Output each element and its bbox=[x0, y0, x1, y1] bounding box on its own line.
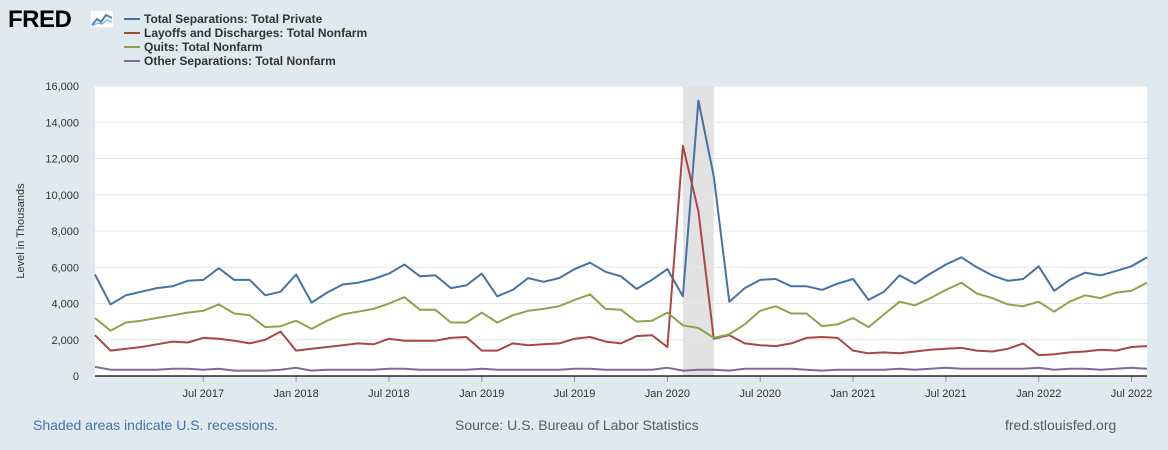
x-tick-label: Jul 2017 bbox=[182, 388, 224, 400]
y-tick-label: 6,000 bbox=[51, 262, 79, 274]
x-tick-label: Jan 2018 bbox=[273, 388, 318, 400]
legend-label: Other Separations: Total Nonfarm bbox=[144, 54, 336, 68]
site-link[interactable]: fred.stlouisfed.org bbox=[1005, 417, 1117, 433]
legend-swatch bbox=[124, 60, 140, 62]
series-line bbox=[94, 281, 1148, 339]
y-tick-label: 2,000 bbox=[51, 335, 79, 347]
y-tick-label: 0 bbox=[73, 371, 79, 383]
legend-swatch bbox=[124, 46, 140, 48]
y-tick-label: 14,000 bbox=[45, 117, 79, 129]
y-tick-label: 4,000 bbox=[51, 299, 79, 311]
x-tick-label: Jul 2020 bbox=[739, 388, 781, 400]
fred-logo[interactable]: FRED bbox=[8, 6, 72, 33]
x-tick-label: Jul 2018 bbox=[368, 388, 410, 400]
y-tick-label: 16,000 bbox=[45, 81, 79, 93]
recession-note: Shaded areas indicate U.S. recessions. bbox=[33, 417, 279, 433]
series-line bbox=[94, 99, 1148, 306]
y-tick-label: 12,000 bbox=[45, 154, 79, 166]
fred-chart-icon bbox=[90, 10, 114, 28]
legend-swatch bbox=[124, 18, 140, 20]
series-line bbox=[94, 144, 1148, 357]
x-tick-label: Jul 2022 bbox=[1111, 388, 1153, 400]
y-tick-label: 8,000 bbox=[51, 226, 79, 238]
x-tick-label: Jan 2021 bbox=[830, 388, 875, 400]
source-note: Source: U.S. Bureau of Labor Statistics bbox=[455, 417, 699, 433]
legend-label: Quits: Total Nonfarm bbox=[144, 40, 263, 54]
legend-label: Total Separations: Total Private bbox=[144, 12, 323, 26]
x-tick-label: Jan 2020 bbox=[645, 388, 690, 400]
x-tick-label: Jul 2021 bbox=[925, 388, 967, 400]
y-tick-label: 10,000 bbox=[45, 190, 79, 202]
y-axis-title: Level in Thousands bbox=[15, 183, 27, 279]
legend-swatch bbox=[124, 32, 140, 34]
series-line bbox=[94, 365, 1148, 372]
legend-label: Layoffs and Discharges: Total Nonfarm bbox=[144, 26, 368, 40]
x-tick-label: Jan 2022 bbox=[1016, 388, 1061, 400]
line-chart: 0 2,000 4,000 6,000 8,000 10,000 12,000 14,000 1… bbox=[15, 81, 1153, 400]
x-tick-label: Jan 2019 bbox=[459, 388, 504, 400]
x-tick-label: Jul 2019 bbox=[554, 388, 596, 400]
